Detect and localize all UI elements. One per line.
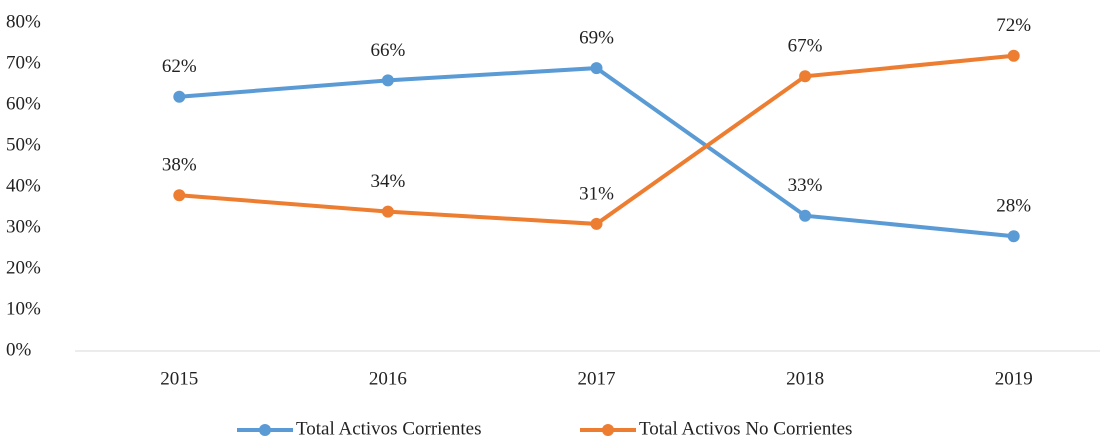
y-tick-label: 40% [6, 175, 41, 196]
y-tick-label: 30% [6, 216, 41, 237]
point [1007, 230, 1020, 243]
y-tick-label: 0% [6, 339, 32, 360]
data-label: 72% [996, 15, 1031, 36]
y-tick-label: 20% [6, 257, 41, 278]
data-label: 66% [370, 40, 405, 61]
legend-label: Total Activos No Corrientes [639, 418, 852, 439]
x-tick-label: 2016 [369, 368, 407, 389]
x-tick-label: 2017 [578, 368, 616, 389]
point [1007, 49, 1020, 62]
series-line [179, 66, 1014, 239]
legend-label: Total Activos Corrientes [296, 418, 481, 439]
y-tick-label: 80% [6, 11, 41, 32]
point [799, 209, 812, 222]
point [173, 189, 186, 202]
point [590, 217, 603, 230]
x-tick-label: 2015 [160, 368, 198, 389]
y-tick-label: 50% [6, 134, 41, 155]
data-label: 69% [579, 27, 614, 48]
point [799, 70, 812, 83]
y-tick-label: 60% [6, 93, 41, 114]
legend-marker [602, 424, 614, 436]
point [173, 90, 186, 103]
y-tick-label: 70% [6, 52, 41, 73]
data-label: 38% [162, 155, 197, 176]
point [381, 74, 394, 87]
data-label: 28% [996, 196, 1031, 217]
data-label: 34% [370, 171, 405, 192]
y-tick-label: 10% [6, 298, 41, 319]
x-tick-label: 2018 [786, 368, 824, 389]
x-tick-label: 2019 [995, 368, 1033, 389]
data-label: 33% [788, 175, 823, 196]
data-label: 31% [579, 183, 614, 204]
legend-marker [259, 424, 271, 436]
data-label: 62% [162, 56, 197, 77]
point [381, 205, 394, 218]
point [590, 62, 603, 75]
data-label: 67% [788, 36, 823, 57]
